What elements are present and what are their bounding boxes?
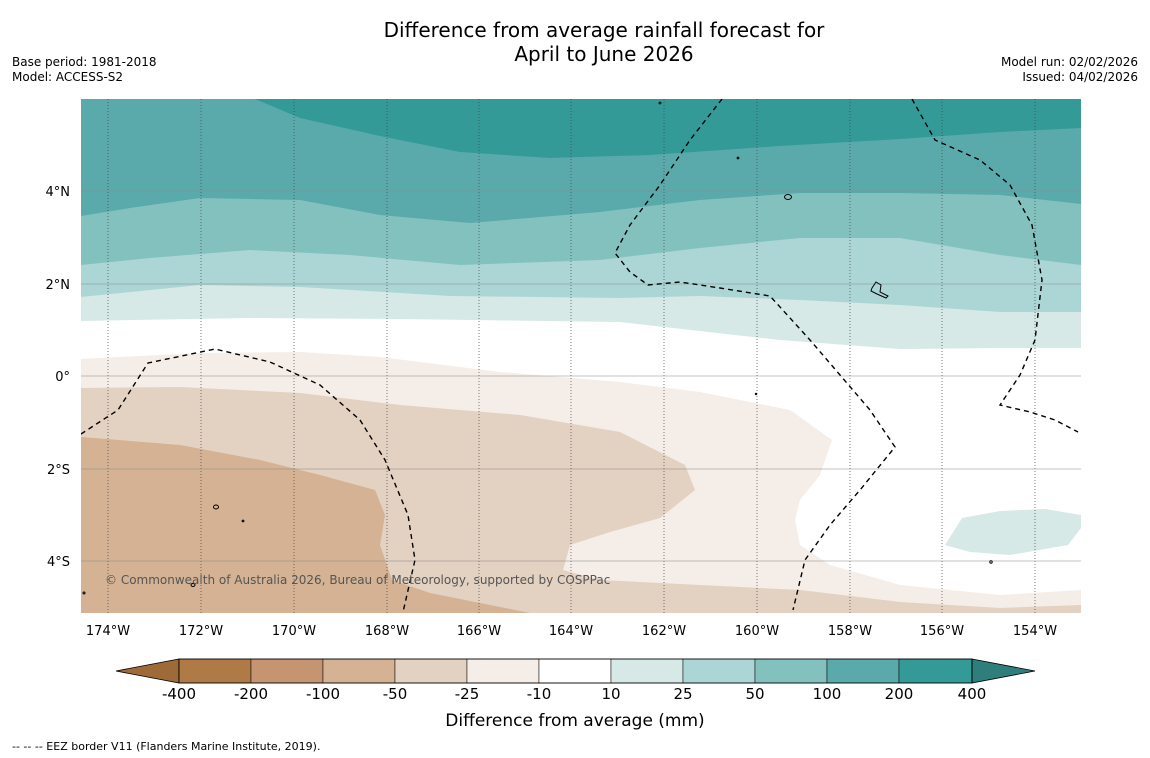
model-name: Model: ACCESS-S2 xyxy=(12,70,124,84)
run-info: Model run: 02/02/2026 Issued: 04/02/2026 xyxy=(1001,55,1138,85)
lon-label: 162°W xyxy=(642,624,686,639)
colorbar-segment xyxy=(466,658,540,684)
lon-label: 160°W xyxy=(735,624,779,639)
lat-label: 4°S xyxy=(47,555,70,570)
map-figure: © Commonwealth of Australia 2026, Bureau… xyxy=(46,99,1081,731)
lat-label: 0° xyxy=(55,370,70,385)
latitude-labels: 4°N 2°N 0° 2°S 4°S xyxy=(46,185,71,570)
chart-title: Difference from average rainfall forecas… xyxy=(0,18,1150,66)
colorbar-right-arrow xyxy=(971,658,1036,684)
lon-label: 156°W xyxy=(920,624,964,639)
title-line-2: April to June 2026 xyxy=(514,42,694,66)
colorbar-tick-label: 400 xyxy=(958,685,987,703)
colorbar-segment xyxy=(394,658,468,684)
colorbar-segment xyxy=(178,658,252,684)
colorbar-tick-label: 10 xyxy=(601,685,620,703)
islands xyxy=(82,101,993,595)
base-period: Base period: 1981-2018 xyxy=(12,55,157,69)
colorbar-tick-label: 25 xyxy=(673,685,692,703)
colorbar-title: Difference from average (mm) xyxy=(445,711,704,731)
colorbar-outline xyxy=(178,658,973,684)
lat-label: 4°N xyxy=(46,185,71,200)
colorbar-segment xyxy=(250,658,324,684)
colorbar-tick-label: -400 xyxy=(162,685,196,703)
band-dry-50-100 xyxy=(81,437,530,613)
latitude-lines xyxy=(81,190,1081,562)
lon-label: 158°W xyxy=(828,624,872,639)
lon-label: 166°W xyxy=(457,624,501,639)
copyright-text: © Commonwealth of Australia 2026, Bureau… xyxy=(105,573,610,587)
colorbar-left-arrow xyxy=(115,658,180,684)
eez-footnote: -- -- -- EEZ border V11 (Flanders Marine… xyxy=(12,740,321,753)
colorbar-tick-label: 200 xyxy=(885,685,914,703)
lon-label: 154°W xyxy=(1013,624,1057,639)
model-info: Base period: 1981-2018 Model: ACCESS-S2 xyxy=(12,55,157,85)
colorbar-legend: -400 -200 -100 -50 -25 -10 10 25 50 100 … xyxy=(115,658,1036,731)
lat-label: 2°S xyxy=(47,463,70,478)
lat-label: 2°N xyxy=(46,278,71,293)
colorbar-tick-label: -10 xyxy=(527,685,552,703)
band-wet-200-400 xyxy=(255,99,1081,158)
lon-label: 172°W xyxy=(179,624,223,639)
colorbar-segment xyxy=(610,658,684,684)
colorbar-tick-label: -50 xyxy=(383,685,408,703)
lon-label: 170°W xyxy=(272,624,316,639)
colorbar-tick-label: -200 xyxy=(234,685,268,703)
colorbar-segment xyxy=(682,658,756,684)
colorbar-segment xyxy=(826,658,900,684)
band-wet-patch xyxy=(945,509,1081,555)
colorbar-segment xyxy=(322,658,396,684)
title-line-1: Difference from average rainfall forecas… xyxy=(383,18,825,42)
eez-borders xyxy=(81,99,1079,613)
lon-label: 174°W xyxy=(86,624,130,639)
lon-label: 164°W xyxy=(549,624,593,639)
model-run-date: Model run: 02/02/2026 xyxy=(1000,55,1138,69)
colorbar-segment xyxy=(898,658,973,684)
map-plot-area: © Commonwealth of Australia 2026, Bureau… xyxy=(81,99,1081,613)
longitude-labels: 174°W 172°W 170°W 168°W 166°W 164°W 162°… xyxy=(86,624,1057,639)
colorbar-segment xyxy=(538,658,612,684)
issued-date: Issued: 04/02/2026 xyxy=(1022,70,1138,84)
lon-label: 168°W xyxy=(365,624,409,639)
colorbar-tick-label: 50 xyxy=(745,685,764,703)
colorbar-tick-label: -100 xyxy=(306,685,340,703)
colorbar-tick-label: -25 xyxy=(455,685,480,703)
colorbar-tick-label: 100 xyxy=(813,685,842,703)
colorbar-ticks: -400 -200 -100 -50 -25 -10 10 25 50 100 … xyxy=(162,685,986,703)
colorbar-segment xyxy=(754,658,828,684)
